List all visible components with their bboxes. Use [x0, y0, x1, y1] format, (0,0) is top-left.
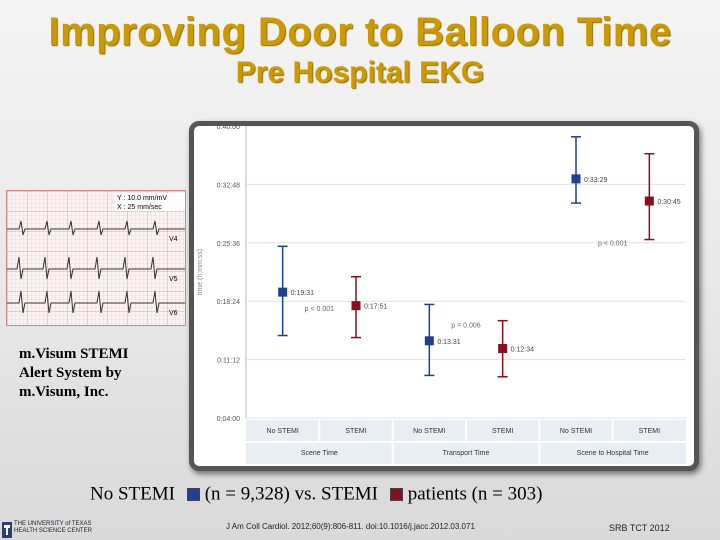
y-tick-label: 0:04:00	[217, 416, 240, 423]
mean-value-label: 0:12:34	[511, 347, 534, 354]
x-category-label: No STEMI	[560, 428, 592, 435]
y-tick-label: 0:25:36	[217, 241, 240, 248]
mean-marker	[351, 301, 361, 311]
x-group-label: Transport Time	[443, 450, 490, 457]
p-value-label: p < 0.001	[305, 306, 334, 313]
logo-line: HEALTH SCIENCE CENTER	[14, 528, 92, 534]
mean-value-label: 0:17:51	[364, 304, 387, 311]
caption-line: m.Visum, Inc.	[19, 384, 109, 400]
y-axis-label: time (h:mm:ss)	[197, 249, 204, 295]
legend-sentence: No STEMI (n = 9,328) vs. STEMI patients …	[90, 483, 542, 506]
legend-stemi-text: patients (n = 303)	[407, 483, 543, 505]
mean-marker	[424, 336, 434, 346]
legend-stemi-swatch	[389, 488, 403, 502]
legend-no-stemi-label: No STEMI	[90, 483, 175, 505]
ekg-lead-v6: V6	[169, 310, 178, 317]
ekg-caption: m.Visum STEMI Alert System by m.Visum, I…	[19, 345, 189, 402]
p-value-label: p < 0.001	[598, 241, 627, 248]
mean-marker	[498, 344, 508, 354]
x-group-label: Scene to Hospital Time	[577, 450, 649, 457]
logo-line: THE UNIVERSITY of TEXAS	[14, 521, 92, 527]
university-logo	[2, 522, 12, 538]
mean-value-label: 0:33:29	[584, 177, 607, 184]
mean-value-label: 0:13:31	[437, 339, 460, 346]
ekg-strip-image: Y : 10.0 mm/mV X : 25 mm/sec V4 V5 V6	[6, 190, 186, 326]
ekg-lead-v4: V4	[169, 236, 178, 243]
legend-no-stemi-swatch	[186, 488, 200, 502]
mean-value-label: 0:30:45	[657, 199, 680, 206]
footer-right: SRB TCT 2012	[609, 523, 670, 533]
mean-marker	[644, 196, 654, 206]
x-category-label: STEMI	[639, 428, 660, 435]
ekg-lead-v5: V5	[169, 276, 178, 283]
p-value-label: p = 0.006	[451, 322, 480, 329]
x-category-label: No STEMI	[267, 428, 299, 435]
university-logo-text: THE UNIVERSITY of TEXAS HEALTH SCIENCE C…	[14, 521, 92, 535]
y-tick-label: 0:18:24	[217, 299, 240, 306]
time-comparison-chart: 0:04:00 0:11:12 0:18:24 0:25:36 0:32:48 0:40:…	[197, 124, 686, 464]
plot-area	[246, 126, 686, 418]
ekg-readout-top: Y : 10.0 mm/mV	[117, 195, 167, 202]
caption-line: Alert System by	[19, 365, 122, 381]
y-tick-label: 0:40:00	[217, 126, 240, 131]
x-category-label: No STEMI	[413, 428, 445, 435]
slide-title: Improving Door to Balloon Time	[48, 10, 672, 54]
x-group-label: Scene Time	[301, 450, 338, 457]
chart-frame: 0:04:00 0:11:12 0:18:24 0:25:36 0:32:48 0:40:…	[189, 121, 699, 471]
ekg-readout-bottom: X : 25 mm/sec	[117, 204, 162, 211]
y-tick-label: 0:32:48	[217, 182, 240, 189]
x-category-label: STEMI	[492, 428, 513, 435]
legend-mid-text: (n = 9,328) vs. STEMI	[204, 483, 378, 505]
caption-line: m.Visum STEMI	[19, 346, 129, 362]
y-tick-label: 0:11:12	[217, 358, 240, 365]
mean-marker	[278, 287, 288, 297]
slide-subtitle: Pre Hospital EKG	[235, 56, 485, 89]
x-category-label: STEMI	[345, 428, 366, 435]
mean-value-label: 0:19:31	[291, 290, 314, 297]
citation: J Am Coll Cardiol. 2012;60(9):806-811. d…	[226, 522, 475, 531]
mean-marker	[571, 174, 581, 184]
